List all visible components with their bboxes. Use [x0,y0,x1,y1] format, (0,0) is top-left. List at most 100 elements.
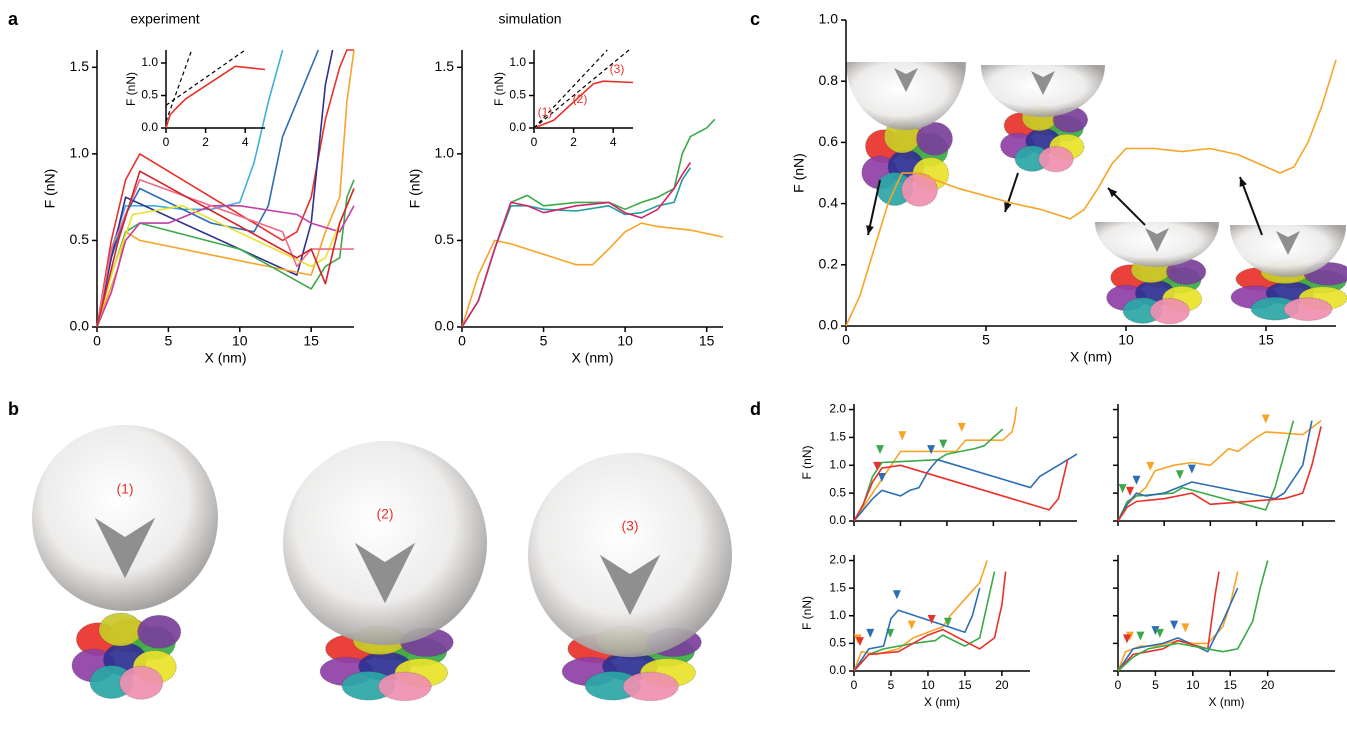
x-tick-label: 5 [982,332,990,348]
y-axis-label: F (nN) [42,169,58,209]
event-marker [927,615,936,625]
y-axis-label: F (nN) [124,72,138,106]
data-line [1117,426,1322,522]
y-tick-label: 1.5 [829,580,846,594]
state-label: (1) [116,481,133,497]
annotation: (2) [573,92,588,106]
y-tick-label: 1.0 [70,145,90,161]
x-tick-label: 0 [163,135,170,149]
x-tick-label: 15 [303,333,319,349]
y-tick-label: 0.0 [829,663,846,677]
y-axis-label: F (nN) [492,72,506,106]
data-line [165,49,246,106]
event-marker [957,422,966,432]
y-tick-label: 1.0 [435,145,455,161]
x-tick-label: 0 [851,678,858,692]
data-line [96,49,355,328]
protein-domain [119,665,164,700]
protein-domain [98,612,143,647]
y-tick-label: 1.0 [829,608,846,622]
x-tick-label: 20 [1261,678,1275,692]
y-axis-label: F (nN) [791,153,807,193]
y-tick-label: 1.5 [435,58,455,74]
protein-domain [1149,297,1190,325]
event-marker [873,461,882,471]
x-tick-label: 10 [1186,678,1200,692]
x-axis-label: X (nm) [1070,349,1112,365]
y-tick-label: 0.5 [141,88,158,102]
x-tick-label: 5 [540,333,548,349]
x-tick-label: 2 [570,135,577,149]
x-tick-label: 0 [1115,678,1122,692]
y-axis-label: F (nN) [407,169,423,209]
y-tick-label: 0.4 [819,194,839,210]
state-label: (2) [376,506,393,522]
pointer-arrowhead [1108,188,1118,198]
protein-domain [1038,145,1074,173]
event-marker [1181,623,1190,633]
probe-sphere [32,425,218,611]
state-label: (3) [621,518,638,534]
x-tick-label: 10 [232,333,248,349]
x-tick-label: 0 [842,332,850,348]
y-tick-label: 1.5 [70,58,90,74]
x-tick-label: 5 [1152,678,1159,692]
arrowhead [1276,231,1300,255]
event-marker [1126,486,1135,496]
event-marker [939,439,948,449]
annotation: (3) [610,62,625,76]
y-tick-label: 1.0 [141,55,158,69]
y-tick-label: 0.8 [819,72,839,88]
y-tick-label: 1.0 [509,55,526,69]
x-axis-label: X (nm) [924,695,960,709]
y-axis-label: F (nN) [800,596,814,630]
arrowhead [1031,71,1055,95]
x-tick-label: 15 [958,678,972,692]
event-marker [866,628,875,638]
data-line [165,65,266,129]
x-tick-label: 15 [699,333,715,349]
pointer-arrow [1239,176,1263,236]
x-tick-label: 10 [617,333,633,349]
data-line [1117,420,1322,522]
x-tick-label: 0 [93,333,101,349]
event-marker [1146,461,1155,471]
data-line [96,205,355,328]
data-line [165,49,193,122]
panel-label: d [750,399,761,419]
panel-label: c [750,9,760,29]
pointer-arrow [867,179,881,236]
event-marker [1136,631,1145,641]
arrowhead [354,542,416,604]
pointer-arrowhead [866,225,874,235]
protein [1000,104,1089,173]
y-tick-label: 0.2 [819,256,839,272]
data-line [461,162,692,328]
event-marker [1170,620,1179,630]
y-tick-label: 0.5 [829,485,846,499]
x-axis-label: X (nm) [572,350,614,366]
event-marker [943,617,952,627]
x-tick-label: 10 [921,678,935,692]
data-line [853,453,1078,522]
data-line [1117,560,1269,672]
data-line [1117,587,1239,672]
y-tick-label: 0.0 [829,513,846,527]
y-tick-label: 0.5 [509,88,526,102]
protein-domain [377,671,432,702]
data-line [533,80,634,129]
x-tick-label: 10 [1118,332,1134,348]
panel-label: a [8,9,19,29]
data-line [96,49,334,328]
protein-domain [622,671,679,702]
x-axis-label: X (nm) [205,350,247,366]
y-tick-label: 2.0 [829,553,846,567]
protein [1106,256,1207,325]
data-line [96,188,355,328]
data-line [96,49,354,328]
data-line [461,167,692,328]
event-marker [1187,464,1196,474]
x-tick-label: 5 [888,678,895,692]
data-line [853,571,1007,672]
chart-title: simulation [498,11,561,27]
